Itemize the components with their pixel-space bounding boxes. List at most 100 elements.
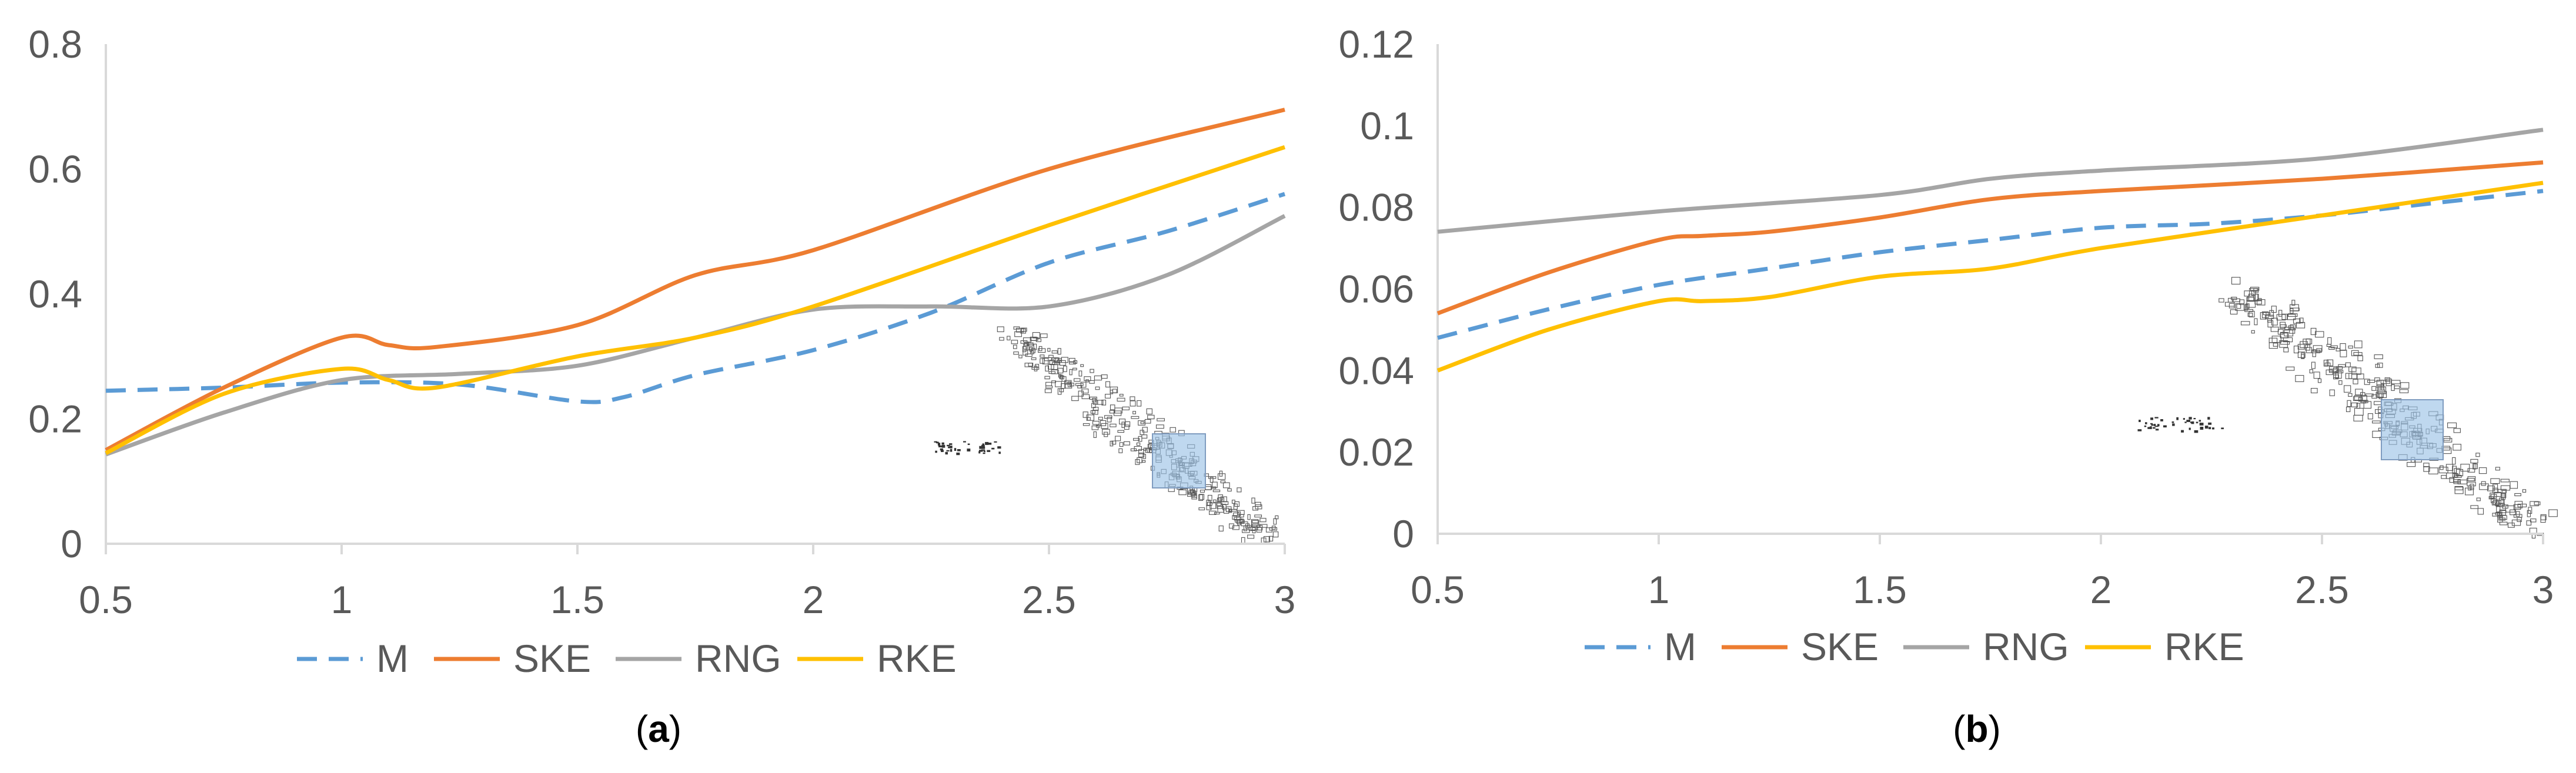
building-outline: [1111, 440, 1117, 445]
building-outline: [2470, 459, 2478, 464]
building-outline: [2181, 430, 2184, 433]
building-outline: [2344, 385, 2351, 393]
building-outline: [946, 450, 950, 451]
building-outline: [1138, 449, 1144, 454]
building-outline: [1034, 366, 1038, 372]
legend-item-m: M: [1585, 625, 1696, 668]
building-outline: [1091, 425, 1099, 430]
building-outline: [2371, 386, 2377, 391]
building-outline: [1090, 369, 1094, 373]
building-outline: [1135, 459, 1140, 465]
building-outline: [2193, 418, 2196, 420]
building-outline: [2440, 465, 2444, 470]
building-outline: [2377, 363, 2383, 368]
building-outline: [1210, 477, 1214, 483]
building-outline: [2548, 509, 2558, 517]
building-outline: [1210, 503, 1217, 509]
building-outline: [2283, 347, 2289, 353]
building-outline: [1117, 397, 1125, 402]
building-outline: [1255, 501, 1261, 507]
building-outline: [2460, 464, 2470, 472]
building-outline: [1138, 436, 1142, 442]
building-outline: [1095, 424, 1100, 428]
building-outline: [1218, 494, 1223, 501]
building-outline: [1228, 508, 1232, 513]
building-outline: [2476, 497, 2481, 501]
x-tick-label: 1: [331, 578, 353, 621]
building-outline: [2317, 378, 2322, 383]
building-outline: [1064, 380, 1072, 384]
legend-label: RNG: [1983, 625, 2069, 668]
building-outline: [1146, 408, 1152, 414]
building-outline: [1031, 367, 1040, 370]
building-outline: [2449, 477, 2454, 483]
building-outline: [2296, 322, 2306, 329]
building-outline: [940, 448, 943, 451]
building-outline: [1061, 383, 1066, 389]
building-outline: [2495, 467, 2500, 471]
building-outline: [1078, 390, 1084, 397]
building-outline: [1142, 460, 1146, 463]
building-outline: [963, 441, 966, 443]
x-tick-label: 2: [2090, 568, 2112, 611]
legend: M SKE RNG RKE: [1585, 625, 2244, 668]
legend-item-m: M: [297, 637, 409, 680]
building-outline: [1265, 527, 1272, 533]
building-outline: [1147, 414, 1155, 420]
chart-panel-a: 0.5 1 1.5 2 2.5 3 0 0.2 0.4 0.6 0.8 M SKE RNG RKE (a): [28, 22, 1295, 750]
building-outline: [1259, 518, 1267, 523]
building-outline: [2228, 297, 2233, 303]
building-outline: [2144, 425, 2147, 427]
building-outline: [2478, 467, 2487, 474]
building-outline: [2500, 478, 2510, 483]
building-outline: [2155, 426, 2159, 427]
panel-caption: (a): [636, 708, 681, 750]
building-outline: [2336, 370, 2344, 373]
building-outline: [2315, 331, 2324, 338]
legend-label: SKE: [1801, 625, 1879, 668]
building-outline: [1105, 381, 1111, 388]
building-outline: [1104, 431, 1108, 437]
building-outline: [2207, 417, 2210, 420]
building-outline: [2391, 380, 2401, 384]
building-outline: [1198, 507, 1205, 511]
building-outline: [1082, 423, 1090, 426]
building-outline: [2171, 421, 2174, 423]
building-outline: [2196, 421, 2199, 424]
building-outline: [1220, 496, 1227, 503]
building-outline: [2513, 514, 2522, 518]
y-tick-label: 0.06: [1339, 267, 1414, 311]
building-outline: [2280, 341, 2290, 345]
building-outline: [2447, 422, 2457, 429]
building-outline: [2267, 320, 2274, 327]
building-outline: [1052, 362, 1060, 366]
building-outline: [1110, 390, 1113, 394]
building-outline: [1078, 370, 1082, 377]
building-outline: [2297, 344, 2305, 350]
building-outline: [2517, 503, 2527, 507]
building-outline: [1117, 430, 1125, 433]
building-outline: [1239, 518, 1244, 523]
building-outline: [2477, 508, 2484, 515]
building-outline: [2139, 420, 2141, 422]
building-outline: [1014, 331, 1022, 337]
building-outline: [1236, 519, 1245, 524]
building-outline: [1237, 510, 1245, 515]
legend-label: RKE: [2164, 625, 2244, 668]
building-outline: [1101, 423, 1108, 429]
building-outline: [1144, 419, 1151, 424]
building-outline: [2199, 420, 2201, 422]
building-outline: [1212, 489, 1221, 493]
building-outline: [2355, 389, 2363, 396]
legend-label: RNG: [695, 637, 781, 680]
building-outline: [1170, 427, 1176, 433]
series-line-rke: [105, 145, 1286, 456]
building-outline: [2333, 373, 2339, 380]
building-outline: [2380, 380, 2391, 384]
building-outline: [957, 449, 961, 451]
building-outline: [967, 443, 970, 445]
building-outline: [2293, 318, 2301, 324]
series-line-rke: [1436, 180, 2544, 373]
building-outline: [1048, 371, 1055, 374]
building-outline: [1048, 363, 1054, 370]
